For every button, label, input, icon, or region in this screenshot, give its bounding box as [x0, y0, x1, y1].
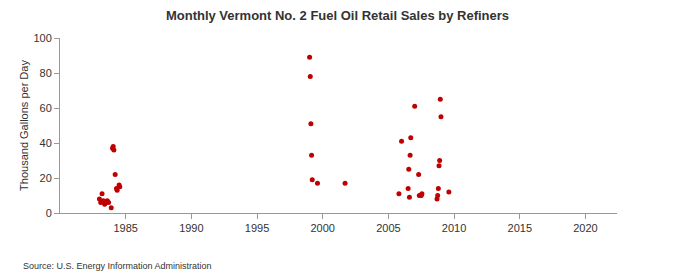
svg-text:40: 40: [40, 137, 52, 149]
svg-text:Thousand Gallons per Day: Thousand Gallons per Day: [18, 60, 30, 191]
svg-text:80: 80: [40, 67, 52, 79]
svg-text:2020: 2020: [573, 222, 597, 234]
svg-text:Source: U.S. Energy Informatio: Source: U.S. Energy Information Administ…: [23, 261, 212, 271]
svg-text:2015: 2015: [508, 222, 532, 234]
svg-text:1985: 1985: [113, 222, 137, 234]
svg-text:2000: 2000: [310, 222, 334, 234]
svg-text:100: 100: [33, 32, 51, 44]
svg-text:Monthly Vermont No. 2 Fuel Oil: Monthly Vermont No. 2 Fuel Oil Retail Sa…: [166, 8, 509, 23]
svg-text:60: 60: [40, 102, 52, 114]
svg-text:0: 0: [46, 207, 52, 219]
svg-text:1990: 1990: [179, 222, 203, 234]
svg-text:2010: 2010: [442, 222, 466, 234]
svg-text:1995: 1995: [245, 222, 269, 234]
svg-text:2005: 2005: [376, 222, 400, 234]
svg-text:20: 20: [40, 172, 52, 184]
